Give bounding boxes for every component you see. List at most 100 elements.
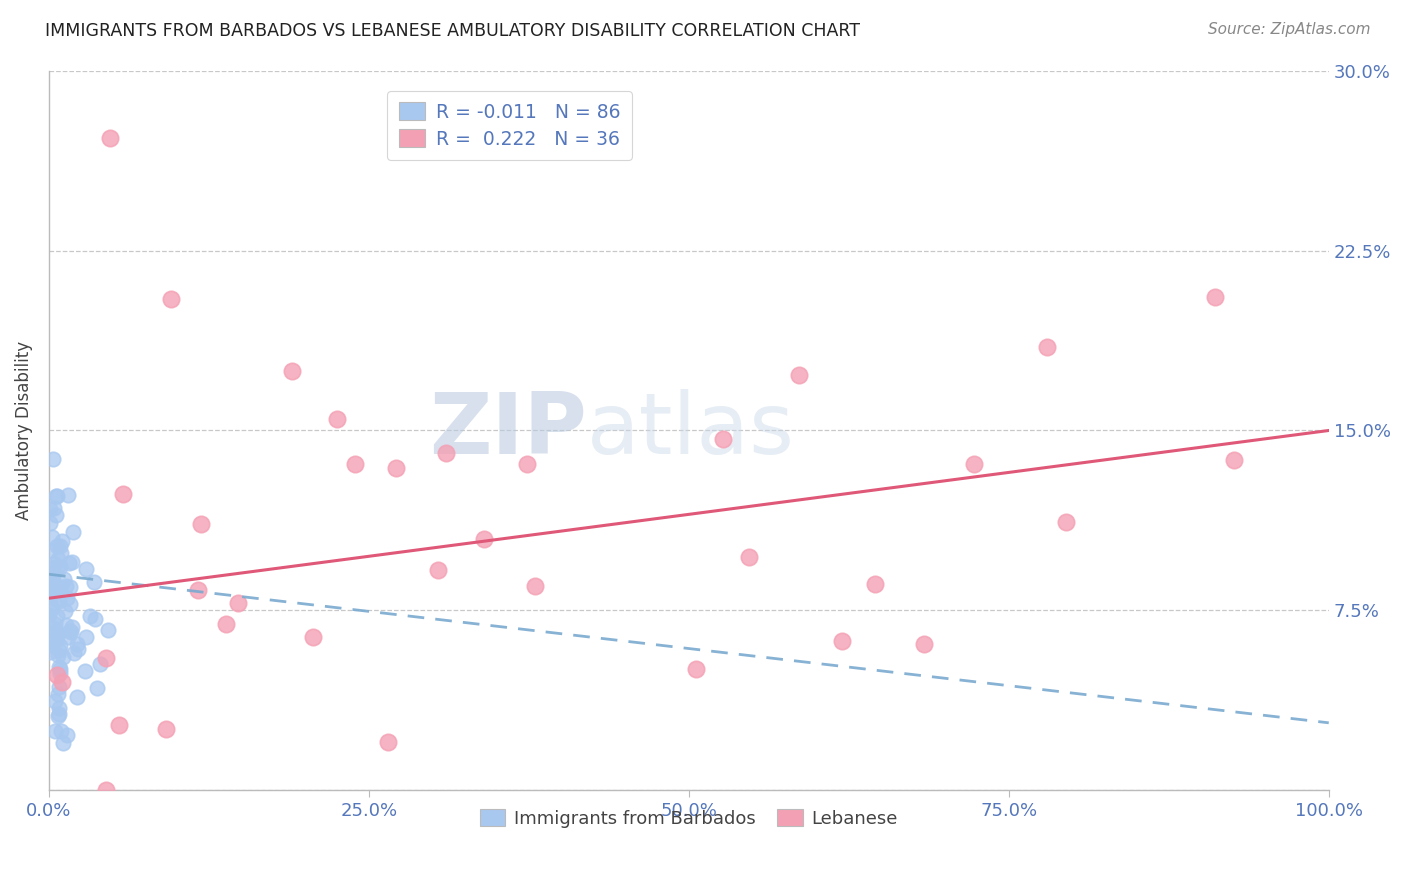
Point <box>46 582 69 596</box>
Point <box>38 608 60 623</box>
Point <box>60 555 83 569</box>
Point <box>472 532 495 546</box>
Point <box>86 681 108 695</box>
Point <box>39 602 62 616</box>
Point <box>100 131 122 145</box>
Point <box>49 663 72 677</box>
Point <box>48 701 70 715</box>
Point <box>963 458 986 472</box>
Point <box>83 574 105 589</box>
Point <box>48 594 70 608</box>
Point <box>914 637 936 651</box>
Point <box>44 583 66 598</box>
Point <box>96 783 118 797</box>
Point <box>52 650 75 665</box>
Point <box>60 620 83 634</box>
Point <box>863 576 886 591</box>
Point <box>301 630 323 644</box>
Point <box>384 460 406 475</box>
Point <box>45 508 67 523</box>
Point <box>52 736 75 750</box>
Point <box>79 608 101 623</box>
Point <box>49 723 72 738</box>
Point <box>39 638 62 652</box>
Point <box>56 591 79 606</box>
Point <box>58 488 80 502</box>
Point <box>226 596 249 610</box>
Point <box>51 675 73 690</box>
Point <box>831 634 853 648</box>
Point <box>39 635 62 649</box>
Point <box>48 648 70 662</box>
Point <box>84 612 107 626</box>
Point <box>55 579 77 593</box>
Point <box>711 432 734 446</box>
Point <box>1222 452 1244 467</box>
Point <box>75 664 97 678</box>
Point <box>41 566 63 581</box>
Point <box>38 584 60 599</box>
Point <box>51 546 73 560</box>
Point <box>787 368 810 383</box>
Point <box>1036 340 1059 354</box>
Point <box>48 707 70 722</box>
Point <box>55 728 77 742</box>
Point <box>155 722 177 736</box>
Point <box>48 560 70 574</box>
Point <box>39 516 62 531</box>
Point <box>44 622 66 636</box>
Point <box>38 598 60 612</box>
Point <box>46 558 69 573</box>
Point <box>46 687 69 701</box>
Point <box>48 659 70 673</box>
Point <box>55 618 77 632</box>
Point <box>524 579 547 593</box>
Point <box>59 597 82 611</box>
Point <box>59 624 82 639</box>
Point <box>39 543 62 558</box>
Text: ZIP: ZIP <box>429 389 586 472</box>
Point <box>215 617 238 632</box>
Legend: Immigrants from Barbados, Lebanese: Immigrants from Barbados, Lebanese <box>472 802 905 835</box>
Point <box>55 603 77 617</box>
Y-axis label: Ambulatory Disability: Ambulatory Disability <box>15 341 32 520</box>
Point <box>1054 515 1077 529</box>
Point <box>44 724 66 739</box>
Text: Source: ZipAtlas.com: Source: ZipAtlas.com <box>1208 22 1371 37</box>
Point <box>107 718 129 732</box>
Point <box>49 640 72 654</box>
Point <box>1204 289 1226 303</box>
Point <box>42 566 65 580</box>
Point <box>42 575 65 590</box>
Point <box>434 446 457 460</box>
Point <box>75 630 97 644</box>
Point <box>45 489 67 503</box>
Point <box>41 561 63 575</box>
Point <box>377 735 399 749</box>
Point <box>44 693 66 707</box>
Point <box>45 632 67 647</box>
Point <box>66 637 89 651</box>
Point <box>159 292 181 306</box>
Point <box>97 623 120 637</box>
Point <box>42 452 65 467</box>
Point <box>111 487 134 501</box>
Point <box>46 708 69 723</box>
Point <box>62 524 84 539</box>
Point <box>48 680 70 694</box>
Point <box>44 616 66 631</box>
Point <box>51 533 73 548</box>
Point <box>426 563 449 577</box>
Point <box>42 579 65 593</box>
Point <box>39 502 62 516</box>
Point <box>49 539 72 553</box>
Point <box>75 562 97 576</box>
Point <box>46 551 69 566</box>
Point <box>94 651 117 665</box>
Point <box>59 581 82 595</box>
Text: IMMIGRANTS FROM BARBADOS VS LEBANESE AMBULATORY DISABILITY CORRELATION CHART: IMMIGRANTS FROM BARBADOS VS LEBANESE AMB… <box>45 22 860 40</box>
Point <box>45 624 67 639</box>
Point <box>58 556 80 570</box>
Point <box>41 571 63 585</box>
Point <box>66 690 89 704</box>
